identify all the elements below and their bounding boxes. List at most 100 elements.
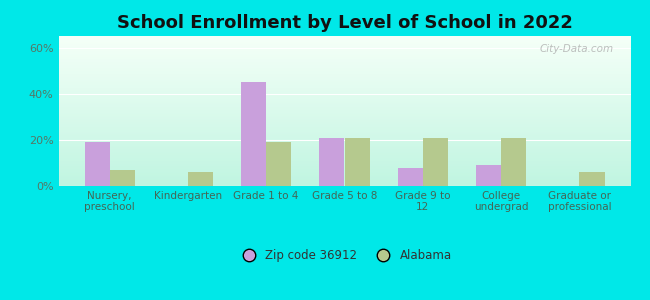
Bar bbox=[58, 89, 630, 90]
Bar bbox=[58, 175, 630, 176]
Bar bbox=[58, 85, 630, 86]
Bar bbox=[58, 156, 630, 157]
Bar bbox=[58, 130, 630, 131]
Bar bbox=[58, 118, 630, 119]
Bar bbox=[58, 180, 630, 181]
Bar bbox=[58, 171, 630, 172]
Bar bbox=[58, 80, 630, 81]
Bar bbox=[58, 100, 630, 101]
Bar bbox=[58, 85, 630, 86]
Bar bbox=[58, 170, 630, 171]
Bar bbox=[58, 120, 630, 121]
Bar bbox=[58, 169, 630, 170]
Bar bbox=[58, 119, 630, 120]
Bar bbox=[58, 112, 630, 113]
Bar bbox=[58, 152, 630, 153]
Bar bbox=[58, 141, 630, 142]
Bar bbox=[58, 84, 630, 85]
Bar bbox=[84, 142, 110, 186]
Bar bbox=[58, 114, 630, 115]
Bar bbox=[58, 179, 630, 180]
Bar bbox=[58, 182, 630, 183]
Bar bbox=[58, 77, 630, 78]
Bar bbox=[58, 145, 630, 146]
Bar bbox=[58, 109, 630, 110]
Bar bbox=[58, 59, 630, 60]
Bar bbox=[188, 172, 213, 186]
Bar bbox=[58, 106, 630, 107]
Bar bbox=[58, 164, 630, 165]
Bar bbox=[58, 118, 630, 119]
Bar bbox=[58, 113, 630, 114]
Bar bbox=[58, 64, 630, 65]
Bar bbox=[58, 94, 630, 95]
Bar bbox=[58, 168, 630, 169]
Bar bbox=[58, 166, 630, 167]
Bar bbox=[58, 122, 630, 123]
Bar bbox=[579, 172, 604, 186]
Bar bbox=[58, 65, 630, 66]
Bar bbox=[319, 137, 344, 186]
Bar bbox=[58, 138, 630, 139]
Bar bbox=[58, 52, 630, 53]
Bar bbox=[58, 95, 630, 96]
Bar bbox=[58, 136, 630, 137]
Bar bbox=[58, 174, 630, 175]
Bar bbox=[344, 137, 370, 186]
Bar bbox=[58, 68, 630, 69]
Bar bbox=[58, 123, 630, 124]
Bar bbox=[58, 41, 630, 42]
Bar bbox=[58, 110, 630, 111]
Bar bbox=[58, 133, 630, 134]
Bar bbox=[58, 129, 630, 130]
Bar bbox=[110, 170, 135, 186]
Bar bbox=[58, 148, 630, 149]
Bar bbox=[58, 125, 630, 126]
Bar bbox=[58, 39, 630, 40]
Bar bbox=[58, 73, 630, 74]
Bar bbox=[58, 55, 630, 56]
Bar bbox=[58, 160, 630, 161]
Bar bbox=[58, 151, 630, 152]
Bar bbox=[58, 57, 630, 58]
Bar bbox=[58, 78, 630, 79]
Bar bbox=[58, 111, 630, 112]
Bar bbox=[58, 142, 630, 143]
Title: School Enrollment by Level of School in 2022: School Enrollment by Level of School in … bbox=[116, 14, 573, 32]
Bar bbox=[58, 79, 630, 80]
Bar bbox=[58, 184, 630, 185]
Bar bbox=[58, 167, 630, 168]
Bar bbox=[58, 121, 630, 122]
Bar bbox=[58, 115, 630, 116]
Bar bbox=[58, 67, 630, 68]
Bar bbox=[58, 105, 630, 106]
Bar bbox=[58, 154, 630, 155]
Bar bbox=[58, 51, 630, 52]
Bar bbox=[58, 45, 630, 46]
Bar bbox=[58, 104, 630, 105]
Bar bbox=[58, 36, 630, 37]
Bar bbox=[58, 81, 630, 82]
Bar bbox=[58, 126, 630, 127]
Bar bbox=[58, 75, 630, 76]
Bar bbox=[58, 98, 630, 99]
Bar bbox=[58, 70, 630, 71]
Bar bbox=[58, 149, 630, 150]
Bar bbox=[58, 172, 630, 173]
Bar bbox=[58, 93, 630, 94]
Bar bbox=[58, 127, 630, 128]
Bar bbox=[58, 159, 630, 160]
Bar bbox=[58, 63, 630, 64]
Bar bbox=[58, 83, 630, 84]
Bar bbox=[58, 176, 630, 177]
Bar bbox=[501, 137, 526, 186]
Bar bbox=[58, 153, 630, 154]
Bar bbox=[58, 96, 630, 97]
Bar bbox=[58, 147, 630, 148]
Bar bbox=[58, 116, 630, 117]
Bar bbox=[58, 40, 630, 41]
Bar bbox=[58, 91, 630, 92]
Bar bbox=[58, 101, 630, 102]
Bar bbox=[58, 92, 630, 93]
Bar bbox=[58, 103, 630, 104]
